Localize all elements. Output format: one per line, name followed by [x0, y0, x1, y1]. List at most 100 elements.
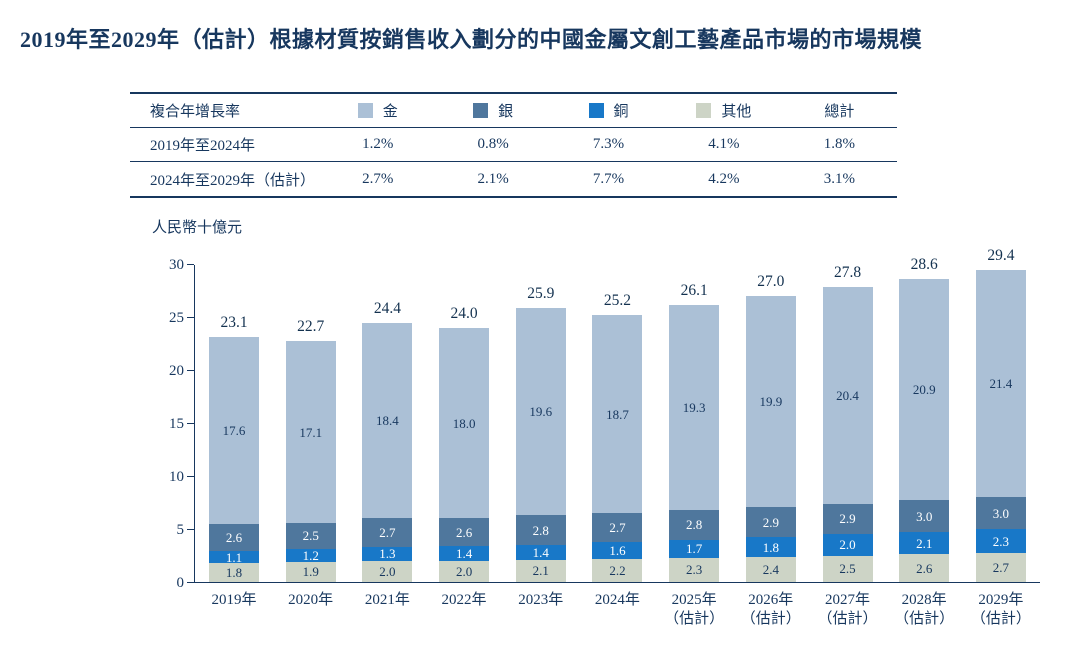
segment-value-label: 2.3 — [992, 533, 1009, 549]
segment-value-label: 19.3 — [682, 400, 706, 416]
stacked-bar: 23.1 17.6 2.6 1.1 1.8 2019年 — [209, 314, 259, 608]
cagr-value: 0.8% — [477, 136, 509, 152]
segment-silver: 2.9 — [745, 506, 796, 538]
segment-copper: 1.1 — [209, 549, 259, 565]
segment-copper: 1.2 — [285, 548, 336, 564]
stacked-bar: 27.8 20.4 2.9 2.0 2.5 2027年 （估計） — [817, 264, 877, 627]
bar-stack: 19.6 2.8 1.4 2.1 — [515, 307, 566, 582]
legend-label-copper: 銅 — [613, 104, 629, 120]
bar-stack: 17.6 2.6 1.1 1.8 — [209, 337, 259, 582]
segment-other: 1.8 — [209, 562, 259, 582]
segment-value-label: 1.2 — [302, 548, 319, 564]
chart-section: 人民幣十億元 0 5 10 15 20 25 30 23.1 17.6 2.6 1.1 1.8 201… — [152, 216, 1078, 627]
bar-total-label: 22.7 — [297, 318, 325, 336]
bar-total-label: 29.4 — [987, 247, 1015, 265]
row-label: 2019年至2024年 — [150, 138, 256, 154]
segment-value-label: 1.1 — [225, 549, 243, 565]
y-tick-label: 20 — [169, 363, 184, 379]
segment-other: 2.0 — [439, 560, 490, 582]
legend-label-other: 其他 — [721, 104, 752, 120]
segment-value-label: 2.0 — [839, 537, 856, 553]
y-tick-label: 30 — [169, 257, 184, 273]
legend-item-gold: 金 — [320, 100, 435, 121]
segment-gold: 18.0 — [439, 327, 490, 519]
y-tick-mark — [187, 422, 194, 424]
y-axis-unit-label: 人民幣十億元 — [152, 220, 243, 236]
segment-value-label: 2.0 — [379, 563, 396, 579]
bar-stack: 18.0 2.6 1.4 2.0 — [439, 327, 490, 582]
x-axis-label: 2025年 （估計） — [664, 592, 725, 627]
legend-item-copper: 銅 — [551, 100, 666, 121]
plot-area: 23.1 17.6 2.6 1.1 1.8 2019年 22.7 17.1 2.5 1.2 1.9 2… — [187, 247, 1040, 627]
x-axis-label: 2027年 （估計） — [817, 592, 878, 627]
stacked-bar: 25.9 19.6 2.8 1.4 2.1 2023年 — [515, 285, 566, 608]
segment-other: 2.4 — [745, 556, 796, 582]
cagr-value: 2.7% — [362, 170, 394, 187]
stacked-bar: 28.6 20.9 3.0 2.1 2.6 2028年 （估計） — [894, 255, 954, 627]
legend-label-silver: 銀 — [498, 104, 514, 120]
bar-total-label: 28.6 — [910, 255, 938, 273]
bar-stack: 19.3 2.8 1.7 2.3 — [669, 305, 720, 582]
segment-copper: 2.0 — [822, 534, 873, 556]
segment-value-label: 2.5 — [302, 528, 319, 544]
segment-value-label: 2.0 — [455, 563, 473, 579]
segment-value-label: 3.0 — [992, 505, 1009, 521]
segment-copper: 1.3 — [362, 546, 413, 562]
x-axis-label: 2026年 （估計） — [740, 592, 801, 627]
segment-silver: 2.9 — [822, 503, 873, 535]
x-axis-label: 2024年 — [594, 592, 640, 608]
segment-gold: 21.4 — [975, 270, 1026, 498]
segment-copper: 1.6 — [592, 541, 643, 559]
segment-copper: 2.1 — [899, 532, 950, 555]
chart-page: { "title": "2019年至2029年（估計）根據材質按銷售收入劃分的中… — [0, 22, 1078, 656]
cagr-value: 3.1% — [823, 170, 855, 187]
segment-gold: 18.4 — [362, 323, 413, 519]
y-tick-mark — [187, 528, 194, 530]
segment-value-label: 2.8 — [532, 522, 549, 538]
segment-gold: 19.9 — [745, 295, 796, 507]
segment-value-label: 17.1 — [299, 424, 323, 440]
table-row-2024-2029: 2024年至2029年（估計） 2.7% 2.1% 7.7% 4.2% 3.1% — [130, 162, 897, 196]
segment-gold: 19.6 — [515, 307, 566, 516]
row-label: 2024年至2029年（估計） — [150, 172, 316, 189]
segment-value-label: 2.3 — [686, 562, 703, 578]
y-tick-mark — [187, 369, 194, 371]
segment-value-label: 1.3 — [379, 546, 396, 562]
segment-silver: 2.7 — [362, 518, 413, 548]
segment-value-label: 17.6 — [222, 422, 246, 438]
cagr-value: 2.1% — [477, 170, 509, 187]
x-axis-label: 2029年 （估計） — [970, 592, 1031, 627]
segment-silver: 2.8 — [669, 509, 720, 540]
legend-item-other: 其他 — [666, 100, 781, 121]
cagr-value: 1.8% — [823, 136, 855, 152]
segment-value-label: 19.6 — [529, 403, 553, 419]
cagr-value: 7.3% — [592, 136, 625, 152]
segment-gold: 18.7 — [592, 314, 643, 514]
stacked-bar: 25.2 18.7 2.7 1.6 2.2 2024年 — [592, 292, 643, 608]
segment-silver: 3.0 — [975, 497, 1026, 530]
table-header-label: 複合年增長率 — [150, 104, 241, 120]
x-axis-label: 2023年 — [518, 592, 564, 608]
segment-value-label: 1.4 — [532, 544, 549, 560]
segment-other: 2.2 — [592, 558, 643, 582]
segment-value-label: 1.9 — [302, 564, 319, 580]
bar-total-label: 27.8 — [833, 264, 862, 282]
segment-gold: 19.3 — [669, 305, 720, 510]
segment-other: 2.6 — [899, 554, 950, 582]
segment-silver: 2.6 — [439, 518, 490, 546]
x-axis-label: 2028年 （估計） — [894, 592, 955, 627]
segment-other: 2.0 — [362, 560, 413, 582]
segment-other: 2.7 — [975, 553, 1026, 582]
gold-swatch — [357, 103, 373, 118]
segment-other: 2.5 — [822, 555, 873, 582]
segment-value-label: 2.2 — [609, 562, 626, 578]
column-header-total: 總計 — [824, 104, 855, 120]
segment-value-label: 18.4 — [376, 413, 399, 429]
y-tick-mark — [187, 475, 194, 477]
segment-value-label: 2.9 — [839, 511, 856, 527]
segment-value-label: 20.9 — [912, 382, 936, 398]
segment-value-label: 2.6 — [225, 529, 243, 545]
cagr-value: 1.2% — [362, 136, 394, 152]
segment-other: 2.3 — [669, 557, 720, 582]
stacked-bar: 24.4 18.4 2.7 1.3 2.0 2021年 — [362, 300, 413, 608]
